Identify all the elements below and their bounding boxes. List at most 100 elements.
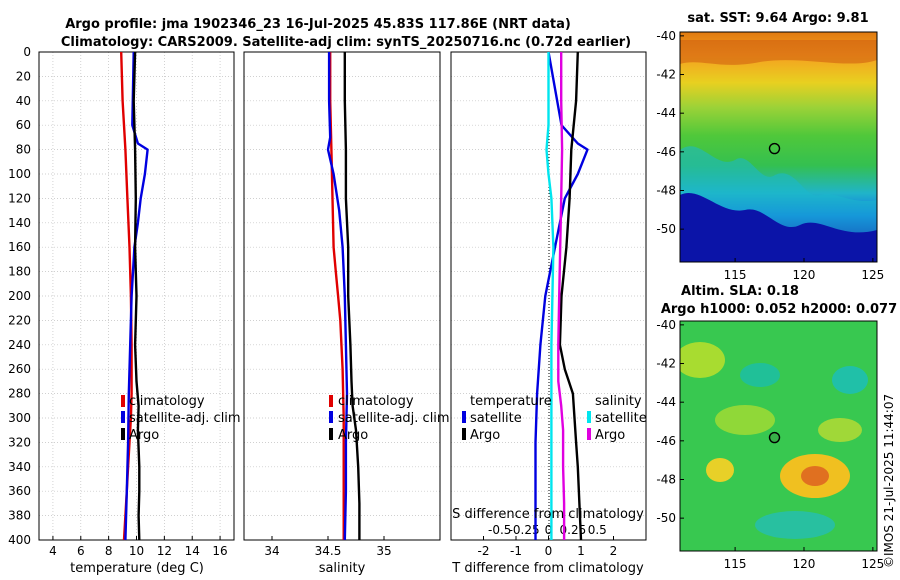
legend-swatch-climatology: [329, 395, 333, 407]
series-line-climatology: [329, 52, 345, 540]
map-y-tick-label: -48: [656, 183, 676, 197]
temperature-legend: climatology satellite-adj. clim Argo: [121, 394, 241, 443]
s-difference-axis-label: S difference from climatology: [452, 507, 644, 522]
series-line-satellite-adj-clim: [326, 52, 349, 541]
x-tick-label: 10: [129, 544, 144, 558]
legend-title-temperature: temperature: [470, 394, 552, 409]
legend-swatch-s-satellite: [587, 411, 591, 423]
legend-label-t-argo: Argo: [470, 428, 500, 443]
y-tick-label: 320: [8, 435, 31, 449]
difference-series: [534, 51, 589, 541]
series-line-argo: [343, 52, 361, 540]
y-tick-label: 120: [8, 191, 31, 205]
series-line-temperature-argo: [558, 51, 583, 541]
y-tick-label: 360: [8, 484, 31, 498]
series-line-salinity-argo: [557, 52, 566, 540]
legend-title-salinity: salinity: [595, 394, 642, 409]
temperature-panel: 0 20 40 60 80 100 120 140 160 180 200 220 240 260 280 3…: [8, 45, 241, 576]
difference-grid: [451, 51, 646, 541]
y-tick-label: 300: [8, 411, 31, 425]
x-tick-label: 6: [77, 544, 85, 558]
map-y-tick-label: -46: [656, 145, 676, 159]
map-x-tick-label: 120: [793, 268, 816, 282]
legend-label-argo: Argo: [338, 428, 368, 443]
legend-swatch-s-argo: [587, 428, 591, 440]
legend-label-satellite: satellite-adj. clim: [129, 411, 241, 426]
sla-map: Altim. SLA: 0.18 Argo h1000: 0.052 h2000…: [656, 284, 897, 571]
x-tick-label: 34: [264, 544, 279, 558]
depth-tick-labels: 0 20 40 60 80 100 120 140 160 180 200 220 240 260 280 3…: [8, 45, 31, 547]
x-tick-label: -2: [478, 544, 490, 558]
map-x-tick-label: 120: [793, 557, 816, 571]
temperature-tick-labels: 4 6 8 10 12 14 16: [49, 536, 228, 558]
map-y-tick-label: -48: [656, 472, 676, 486]
difference-legend: temperature salinity satellite Argo sate…: [462, 394, 647, 443]
temperature-axis-label: temperature (deg C): [70, 561, 204, 576]
figure-title-line1: Argo profile: jma 1902346_23 16-Jul-2025…: [65, 17, 571, 32]
map-x-tick-label: 125: [861, 268, 884, 282]
y-tick-label: 260: [8, 362, 31, 376]
salinity-series: [326, 52, 361, 541]
temperature-series: [120, 51, 149, 541]
temperature-grid: [39, 51, 234, 541]
y-tick-label: 220: [8, 313, 31, 327]
y-tick-label: 60: [16, 118, 31, 132]
map-y-tick-label: -40: [656, 29, 676, 43]
map-y-tick-label: -44: [656, 106, 676, 120]
salinity-legend: climatology satellite-adj. clim Argo: [329, 394, 450, 443]
x-tick-label: -1: [510, 544, 522, 558]
y-tick-label: 280: [8, 387, 31, 401]
map-y-tick-label: -40: [656, 318, 676, 332]
y-tick-label: 20: [16, 69, 31, 83]
legend-swatch-t-argo: [462, 428, 466, 440]
x-tick-label: 0: [545, 544, 553, 558]
y-tick-label: 200: [8, 289, 31, 303]
y-tick-label: 40: [16, 94, 31, 108]
sst-profile-location-marker: [768, 142, 781, 155]
series-line-temperature-satellite: [534, 51, 589, 540]
x-tick-label: 35: [376, 544, 391, 558]
x-tick-label: 34.5: [315, 544, 342, 558]
map-y-tick-label: -50: [656, 511, 676, 525]
sst-map-axes: 115 120 125 -40 -42 -44 -46 -48 -50: [656, 29, 884, 282]
x-tick-label: 16: [212, 544, 227, 558]
s-difference-tick-labels: -0.5-0.25 0 0.25 0.5: [488, 523, 607, 537]
sla-map-title-line2: Argo h1000: 0.052 h2000: 0.077: [661, 302, 897, 317]
x-tick-label: 12: [157, 544, 172, 558]
figure-title-line2: Climatology: CARS2009. Satellite-adj cli…: [61, 35, 631, 50]
map-x-tick-label: 115: [724, 268, 747, 282]
sla-profile-location-marker: [768, 431, 781, 444]
t-difference-axis-label: T difference from climatology: [451, 561, 644, 576]
legend-swatch-argo: [121, 428, 125, 440]
difference-panel: -2 -1 0 1 2 -0.5-0.25 0 0.25 0.5 T difference f…: [450, 51, 647, 576]
sst-map: sat. SST: 9.64 Argo: 9.81 115 120 125 -40 -4…: [656, 11, 884, 282]
map-y-tick-label: -46: [656, 434, 676, 448]
map-x-tick-label: 125: [861, 557, 884, 571]
map-y-tick-label: -50: [656, 222, 676, 236]
legend-swatch-argo: [329, 428, 333, 440]
series-line-argo: [132, 51, 141, 541]
y-tick-label: 240: [8, 338, 31, 352]
salinity-panel: 34 34.5 35 salinity climatology satellite-…: [243, 51, 450, 576]
sst-field: [680, 32, 877, 262]
legend-label-argo: Argo: [129, 428, 159, 443]
y-tick-label: 0: [23, 45, 31, 59]
legend-swatch-satellite: [121, 411, 125, 423]
y-tick-label: 100: [8, 167, 31, 181]
legend-label-t-satellite: satellite: [470, 411, 522, 426]
y-tick-label: 180: [8, 265, 31, 279]
sla-map-title-line1: Altim. SLA: 0.18: [681, 284, 799, 299]
map-x-tick-label: 115: [724, 557, 747, 571]
t-difference-tick-labels: -2 -1 0 1 2: [478, 536, 617, 558]
y-tick-label: 340: [8, 460, 31, 474]
s-tick-label: -0.25: [509, 523, 540, 537]
legend-label-s-satellite: satellite: [595, 411, 647, 426]
y-tick-label: 140: [8, 216, 31, 230]
salinity-axes-box: [243, 51, 441, 541]
s-tick-label: 0: [545, 523, 553, 537]
legend-label-satellite: satellite-adj. clim: [338, 411, 450, 426]
sst-map-title: sat. SST: 9.64 Argo: 9.81: [687, 11, 868, 26]
salinity-tick-labels: 34 34.5 35: [264, 536, 392, 558]
legend-swatch-t-satellite: [462, 411, 466, 423]
